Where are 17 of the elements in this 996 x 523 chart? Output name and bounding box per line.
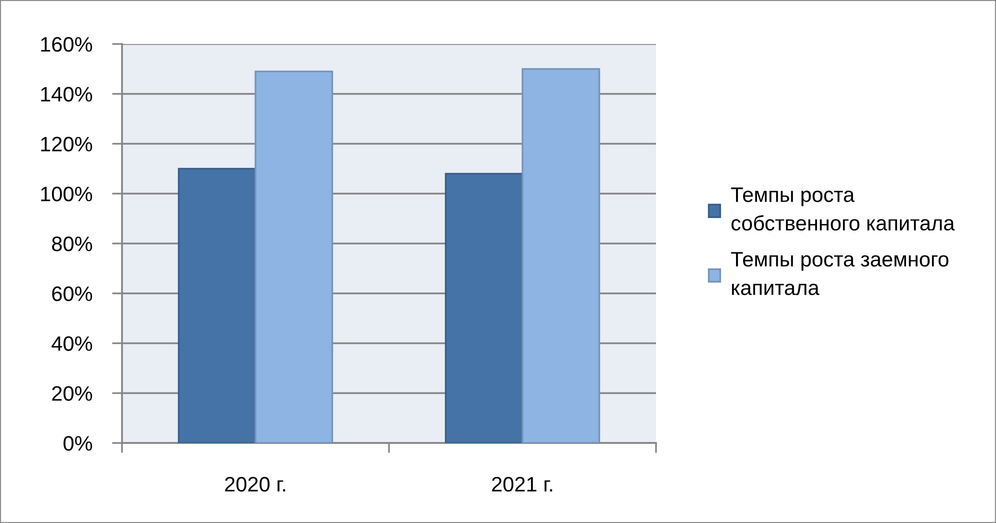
bar: [178, 168, 256, 443]
bar: [444, 172, 524, 443]
y-tick-label: 100%: [41, 186, 92, 202]
y-tick-label: 0%: [64, 436, 92, 451]
y-tick-label: 160%: [41, 37, 92, 52]
y-tick-label: 20%: [52, 386, 92, 401]
y-tick-label: 80%: [52, 236, 92, 252]
y-tick-label: 120%: [41, 136, 92, 152]
y-tick-label: 140%: [41, 86, 92, 102]
bar: [522, 68, 600, 443]
legend-label: Темпы роста собственного капитала: [731, 188, 955, 231]
x-tick-label: 2020 г.: [225, 476, 286, 492]
y-tick-label: 60%: [52, 286, 92, 302]
bar: [254, 70, 334, 443]
y-tick-label: 40%: [52, 336, 92, 352]
x-tick-label: 2021 г.: [492, 476, 552, 492]
legend-label: Темпы роста заемного капитала: [731, 252, 948, 296]
